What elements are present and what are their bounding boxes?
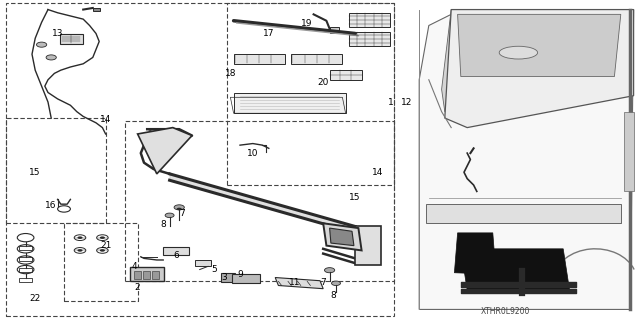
Text: 18: 18 — [225, 69, 236, 78]
Bar — [19, 246, 32, 250]
Text: 16: 16 — [45, 201, 57, 210]
Bar — [163, 247, 189, 255]
Polygon shape — [234, 93, 346, 113]
Bar — [221, 273, 235, 282]
Circle shape — [100, 249, 105, 252]
Polygon shape — [275, 278, 323, 289]
Polygon shape — [454, 233, 496, 274]
FancyBboxPatch shape — [130, 267, 164, 281]
Text: 8: 8 — [161, 220, 166, 229]
Polygon shape — [323, 223, 362, 250]
Text: 14: 14 — [372, 168, 383, 177]
Circle shape — [165, 213, 174, 218]
Circle shape — [36, 42, 47, 47]
Bar — [6, 3, 394, 316]
Bar — [152, 271, 159, 279]
Polygon shape — [330, 228, 354, 246]
Bar — [195, 260, 211, 266]
Polygon shape — [426, 204, 621, 223]
Circle shape — [324, 268, 335, 273]
Text: 4: 4 — [132, 262, 137, 271]
Polygon shape — [445, 10, 634, 128]
Text: 20: 20 — [317, 78, 329, 87]
Text: 5: 5 — [212, 265, 217, 274]
Ellipse shape — [499, 46, 538, 59]
Circle shape — [177, 208, 182, 210]
Polygon shape — [234, 54, 285, 64]
Text: 11: 11 — [289, 278, 300, 287]
Bar — [19, 257, 32, 261]
Bar — [349, 32, 390, 46]
Polygon shape — [442, 10, 634, 121]
Polygon shape — [291, 54, 342, 64]
Bar — [143, 271, 150, 279]
Circle shape — [174, 205, 184, 210]
Circle shape — [152, 137, 161, 141]
Text: 3: 3 — [221, 273, 227, 282]
Polygon shape — [458, 14, 621, 77]
Text: 9: 9 — [237, 270, 243, 279]
Text: 2: 2 — [135, 283, 140, 292]
FancyBboxPatch shape — [232, 274, 260, 283]
Text: 10: 10 — [247, 149, 259, 158]
Polygon shape — [461, 249, 570, 290]
Polygon shape — [419, 10, 634, 309]
Text: XTHR0L9200: XTHR0L9200 — [481, 307, 531, 315]
Text: 7: 7 — [180, 209, 185, 218]
Text: 1: 1 — [388, 98, 393, 107]
Bar — [19, 268, 32, 272]
Text: 15: 15 — [29, 168, 41, 177]
Text: 19: 19 — [301, 19, 313, 28]
FancyBboxPatch shape — [60, 34, 83, 44]
Text: 12: 12 — [401, 98, 412, 107]
Text: 14: 14 — [100, 115, 111, 124]
Circle shape — [364, 255, 372, 259]
Bar — [93, 8, 100, 11]
Text: 8: 8 — [330, 291, 335, 300]
Circle shape — [364, 235, 372, 240]
Text: 22: 22 — [29, 294, 41, 303]
Text: 15: 15 — [349, 193, 361, 202]
Bar — [64, 223, 138, 301]
Circle shape — [332, 281, 340, 286]
Circle shape — [77, 249, 83, 252]
Text: 21: 21 — [100, 241, 111, 250]
Bar — [330, 70, 362, 80]
Circle shape — [100, 236, 105, 239]
Bar — [6, 118, 106, 223]
Bar — [349, 13, 390, 27]
Circle shape — [46, 55, 56, 60]
Bar — [19, 278, 32, 282]
Text: 13: 13 — [52, 29, 63, 38]
Circle shape — [77, 236, 83, 239]
Bar — [330, 27, 339, 33]
Circle shape — [161, 146, 170, 151]
Bar — [624, 112, 634, 191]
Bar — [227, 3, 394, 185]
Bar — [134, 271, 141, 279]
Polygon shape — [138, 128, 192, 174]
Bar — [125, 121, 394, 281]
Bar — [355, 226, 381, 265]
Text: 6: 6 — [173, 251, 179, 260]
Text: 7: 7 — [321, 278, 326, 287]
Text: 17: 17 — [263, 29, 275, 38]
